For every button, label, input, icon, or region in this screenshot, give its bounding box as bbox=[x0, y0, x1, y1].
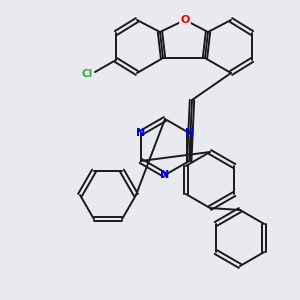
Text: N: N bbox=[184, 128, 194, 138]
Text: O: O bbox=[180, 15, 190, 25]
Text: N: N bbox=[160, 170, 169, 180]
Text: Cl: Cl bbox=[81, 69, 93, 79]
Text: N: N bbox=[136, 128, 146, 138]
